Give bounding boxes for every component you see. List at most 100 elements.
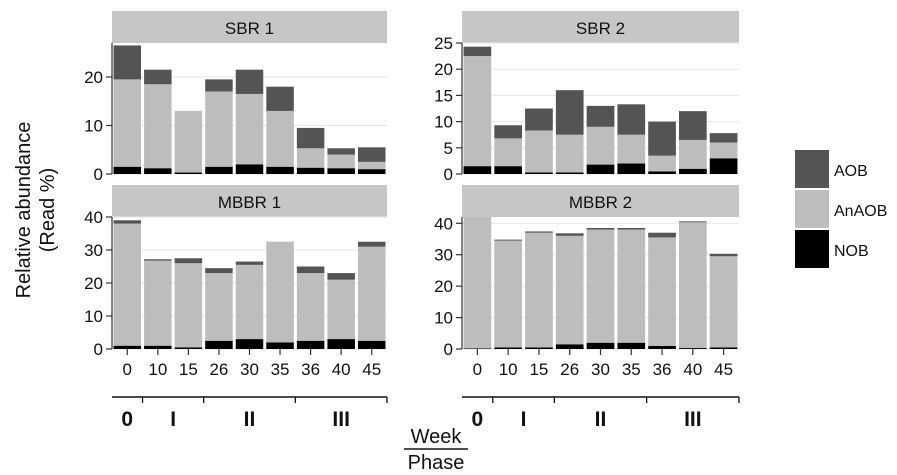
bar-segment-nob-week-45 (709, 158, 738, 174)
bar-segment-anaob-week-45 (709, 256, 738, 348)
y-tick-label: 30 (84, 241, 103, 260)
legend-label-nob: NOB (834, 243, 869, 260)
bar-segment-nob-week-36 (648, 171, 676, 174)
bar-segment-aob-week-40 (678, 111, 707, 140)
bar-segment-anaob-week-35 (617, 134, 646, 164)
phase-label: 0 (121, 408, 133, 431)
bar-segment-aob-week-10 (494, 125, 523, 139)
y-tick-label: 0 (94, 165, 103, 184)
x-tick-label-week: 0 (123, 360, 132, 379)
bar-segment-nob-week-45 (709, 347, 738, 349)
bar-segment-aob-week-15 (525, 231, 553, 233)
y-tick-label: 40 (434, 214, 453, 233)
bar-segment-aob-week-0 (113, 45, 142, 80)
bar-segment-nob-week-30 (235, 339, 264, 349)
bar-segment-aob-week-30 (586, 228, 615, 230)
bar-segment-anaob-week-36 (296, 148, 325, 168)
bar-segment-nob-week-10 (144, 345, 172, 349)
panel-strip (112, 185, 387, 217)
bar-segment-nob-week-36 (648, 345, 676, 349)
bar-segment-aob-week-26 (205, 79, 233, 92)
bar-segment-nob-week-15 (174, 347, 203, 349)
panel-sbr-2: SBR 2 0 5 10 15 20 25 (434, 11, 739, 184)
bar-segment-nob-week-10 (494, 166, 523, 174)
bar-segment-nob-week-30 (586, 164, 615, 174)
phase-label: 0 (472, 408, 484, 431)
y-tick-label: 10 (84, 116, 103, 135)
x-tick-label-week: 10 (499, 360, 518, 379)
phase-label: I (170, 408, 176, 431)
y-tick-label: 0 (444, 165, 453, 184)
phase-label: III (332, 408, 350, 431)
bar-segment-anaob-week-30 (235, 93, 264, 165)
bar-segment-anaob-week-15 (525, 232, 553, 348)
bar-segment-nob-week-45 (357, 169, 386, 174)
x-tick-label-week: 15 (529, 360, 548, 379)
bar-segment-nob-week-0 (463, 166, 492, 174)
y-tick-label: 20 (84, 274, 103, 293)
bar-segment-anaob-week-36 (648, 155, 676, 172)
panel-title: MBBR 1 (218, 193, 281, 212)
x-tick-label-week: 26 (560, 360, 579, 379)
bar-segment-aob-week-15 (174, 258, 203, 264)
phase-label: II (244, 408, 256, 431)
panel-title: SBR 2 (576, 19, 625, 38)
bar-segment-anaob-week-15 (174, 110, 203, 173)
bar-segment-nob-week-40 (327, 339, 355, 349)
x-tick-label-week: 40 (332, 360, 351, 379)
legend-swatch-anaob (795, 190, 829, 228)
bar-segment-anaob-week-26 (555, 134, 584, 173)
bar-segment-nob-week-10 (144, 168, 172, 174)
x-week-title: Week (411, 426, 463, 448)
bar-segment-nob-week-40 (327, 168, 355, 174)
bar-segment-nob-week-26 (555, 172, 584, 174)
bar-segment-aob-week-10 (144, 69, 172, 85)
bar-segment-aob-week-40 (327, 148, 355, 155)
bar-segment-nob-week-15 (174, 172, 203, 174)
legend-swatch-nob (795, 230, 829, 268)
bar-segment-anaob-week-10 (144, 84, 172, 169)
bar-segment-aob-week-36 (296, 127, 325, 149)
bar-segment-nob-week-36 (296, 167, 325, 174)
bar-segment-anaob-week-36 (296, 273, 325, 341)
y-tick-label: 15 (434, 86, 453, 105)
bar-segment-nob-week-30 (586, 342, 615, 349)
phase-label: II (595, 408, 607, 431)
bar-segment-nob-week-0 (463, 348, 492, 349)
bar-segment-nob-week-36 (296, 340, 325, 349)
y-tick-label: 20 (434, 277, 453, 296)
bar-segment-anaob-week-40 (327, 154, 355, 169)
y-tick-label: 10 (434, 113, 453, 132)
x-axis-right: 0 10 15 26 30 35 36 40 450 I II III (462, 349, 740, 431)
y-tick-label: 25 (434, 34, 453, 53)
panel-mbbr-2: MBBR 2 0 10 20 30 40 (434, 185, 739, 359)
bar-segment-nob-week-26 (555, 344, 584, 349)
x-tick-label-week: 0 (473, 360, 482, 379)
bar-segment-nob-week-40 (678, 348, 707, 349)
x-tick-label-week: 26 (209, 360, 228, 379)
bar-segment-aob-week-30 (235, 261, 264, 265)
bar-segment-nob-week-30 (235, 164, 264, 174)
bar-segment-nob-week-26 (205, 340, 233, 349)
panel-title: SBR 1 (225, 19, 274, 38)
phase-label: III (684, 408, 702, 431)
bar-segment-aob-week-36 (648, 232, 676, 238)
bar-segment-anaob-week-30 (235, 264, 264, 340)
bar-segment-nob-week-40 (678, 168, 707, 174)
y-tick-label: 20 (84, 68, 103, 87)
bar-segment-anaob-week-40 (327, 279, 355, 340)
bar-segment-nob-week-26 (205, 166, 233, 174)
bar-segment-aob-week-36 (296, 266, 325, 274)
bar-segment-aob-week-40 (678, 221, 707, 223)
bar-segment-anaob-week-40 (678, 139, 707, 169)
bar-segment-anaob-week-45 (357, 161, 386, 170)
bar-segment-anaob-week-45 (357, 246, 386, 341)
bar-segment-anaob-week-10 (494, 138, 523, 167)
x-tick-label-week: 40 (683, 360, 702, 379)
x-phase-title: Phase (408, 452, 465, 474)
bar-segment-aob-week-45 (709, 253, 738, 257)
bar-segment-anaob-week-36 (648, 237, 676, 346)
bar-segment-aob-week-10 (144, 259, 172, 261)
bar-segment-nob-week-45 (357, 340, 386, 349)
